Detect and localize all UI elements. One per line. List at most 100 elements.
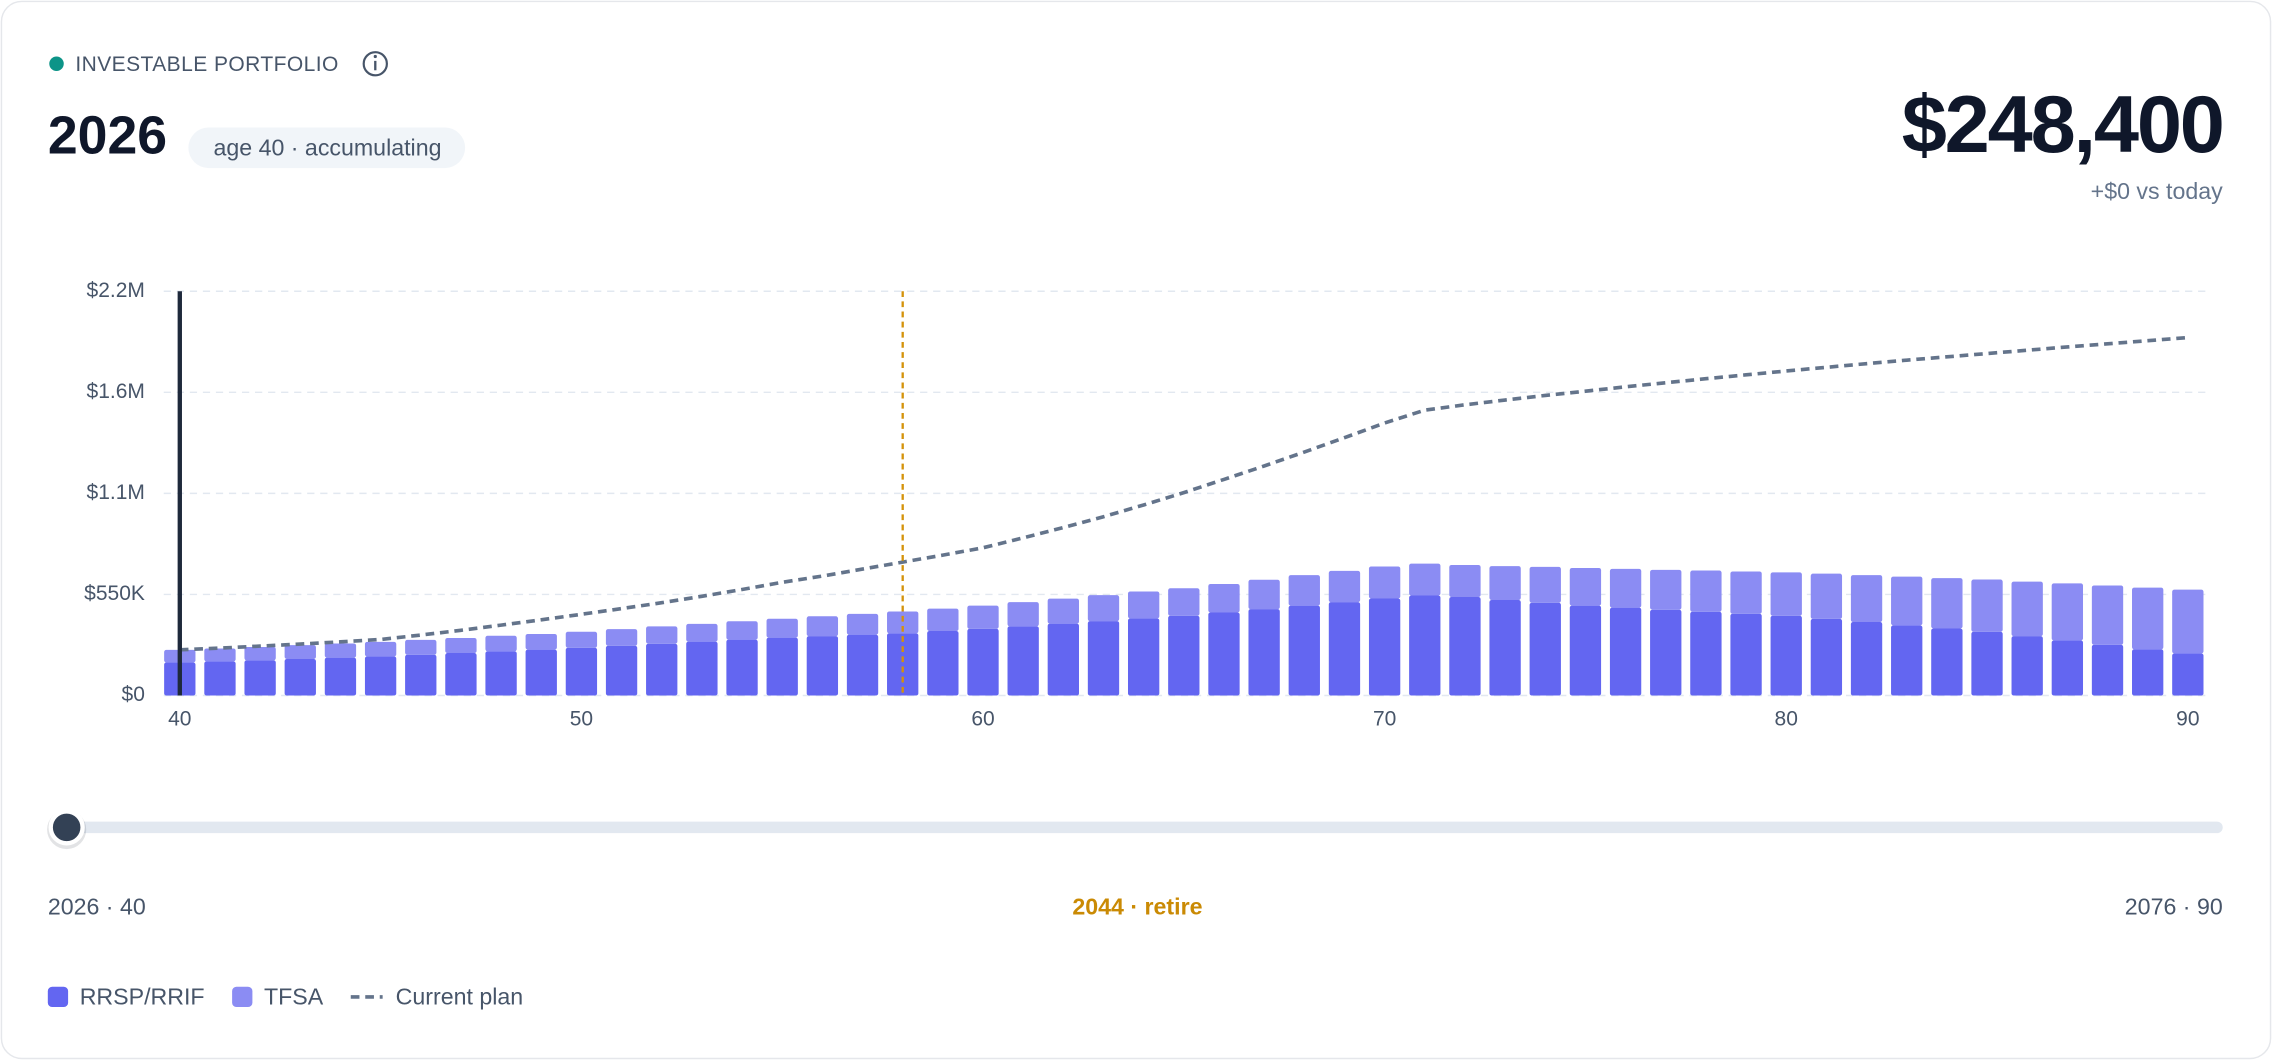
year: 2026 (48, 105, 167, 165)
slider-retire-label: 2044 · retire (1072, 894, 1202, 920)
bar-segment (244, 660, 276, 696)
bar-segment (284, 658, 316, 696)
change-value: +$0 vs today (2091, 178, 2223, 204)
bar-segment (364, 656, 397, 696)
x-tick-label: 70 (1373, 708, 1396, 731)
bar-segment (1087, 595, 1120, 622)
x-tick-label: 90 (2176, 708, 2199, 731)
bar-segment (1328, 602, 1361, 696)
bar-segment (284, 645, 316, 659)
bar-segment (605, 629, 638, 646)
bar-segment (1529, 602, 1561, 696)
status-text: age 40 · accumulating (213, 134, 441, 160)
bar-segment (726, 639, 758, 696)
bar-segment (1288, 575, 1320, 606)
bar-segment (766, 637, 798, 696)
y-tick-label: $1.1M (87, 481, 145, 504)
bar-segment (686, 623, 718, 642)
plot: $0 $550K $1.1M $1.6M $2.2M 40 50 60 70 80 90 (84, 279, 2207, 731)
bar-segment (1931, 628, 1963, 696)
x-tick-label: 50 (570, 708, 593, 731)
slider-start-label: 2026 · 40 (48, 894, 146, 920)
bar-segment (1127, 618, 1160, 696)
bar-segment (605, 645, 638, 696)
bar-segment (726, 621, 758, 640)
bar-segment (525, 649, 557, 696)
bar-segment (1208, 612, 1240, 696)
bar-segment (1288, 605, 1320, 696)
bar-segment (1971, 579, 2003, 632)
bar-segment (1730, 571, 1762, 614)
bar-segment (1248, 579, 1280, 610)
y-tick-label: $2.2M (87, 279, 145, 302)
legend: RRSP/RRIF TFSA Current plan (47, 983, 524, 1009)
x-tick-label: 80 (1775, 708, 1798, 731)
bar-segment (1007, 602, 1039, 627)
bar-segment (887, 633, 919, 696)
bar-segment (1127, 591, 1160, 619)
status-dot (49, 56, 64, 71)
bar-segment (1891, 576, 1923, 626)
bar-segment (405, 654, 437, 696)
bar-segment (485, 635, 517, 652)
bar-segment (1569, 567, 1602, 606)
bar-segment (1609, 607, 1642, 696)
bar-segment (2051, 583, 2084, 641)
bar-segment (2091, 585, 2124, 645)
bar-segment (1569, 605, 1602, 696)
bar-segment (1168, 615, 1200, 696)
slider-track[interactable] (66, 821, 2223, 834)
bar-segment (1047, 598, 1079, 624)
bar-segment (1007, 626, 1039, 696)
bar-segment (1609, 568, 1642, 608)
bar-segment (364, 641, 397, 657)
bar-segment (1770, 615, 1802, 696)
slider-end-label: 2076 · 90 (2125, 894, 2223, 920)
bar-segment (565, 647, 598, 696)
slider-thumb[interactable] (48, 809, 85, 846)
bar-segment (1650, 569, 1682, 610)
bar-segment (485, 651, 517, 696)
bar-segment (565, 631, 598, 648)
info-icon[interactable] (362, 51, 388, 77)
plan-line (179, 335, 2188, 652)
bar-segment (2132, 649, 2164, 696)
bar-segment (1047, 623, 1079, 696)
bar-segment (1409, 563, 1441, 596)
bar-segment (1971, 631, 2003, 696)
bar-segment (1368, 598, 1401, 696)
bar-segment (1168, 588, 1200, 616)
bar-segment (445, 653, 477, 696)
bar-segment (1489, 599, 1521, 696)
bar-segment (1770, 572, 1802, 616)
section-label: INVESTABLE PORTFOLIO (75, 53, 338, 76)
bar-segment (2172, 589, 2204, 654)
bar-segment (324, 657, 357, 696)
bar-segment (806, 616, 839, 637)
bar-segment (1208, 583, 1240, 613)
bar-segment (405, 639, 437, 655)
legend-label: RRSP/RRIF (80, 983, 205, 1009)
bar-segment (967, 605, 999, 629)
legend-label: Current plan (396, 983, 524, 1009)
legend-swatch (47, 986, 69, 1008)
bar-segment (1891, 625, 1923, 696)
bar-segment (1810, 573, 1843, 619)
bar-segment (2172, 653, 2204, 696)
bar-segment (244, 646, 276, 661)
total-value: $248,400 (1902, 80, 2223, 170)
legend-label: TFSA (264, 983, 324, 1009)
bar-segment (1529, 566, 1561, 603)
bar-segment (846, 634, 879, 696)
bar-segment (1810, 618, 1843, 696)
bar-segment (2132, 587, 2164, 650)
bar-segment (2051, 640, 2084, 696)
bar-segment (1730, 613, 1762, 696)
y-tick-label: $550K (84, 582, 145, 605)
bar-segment (646, 626, 678, 644)
legend-swatch (232, 986, 253, 1008)
bar-segment (324, 643, 357, 658)
bar-segment (887, 611, 919, 634)
bar-segment (686, 641, 718, 696)
bar-segment (204, 648, 236, 662)
